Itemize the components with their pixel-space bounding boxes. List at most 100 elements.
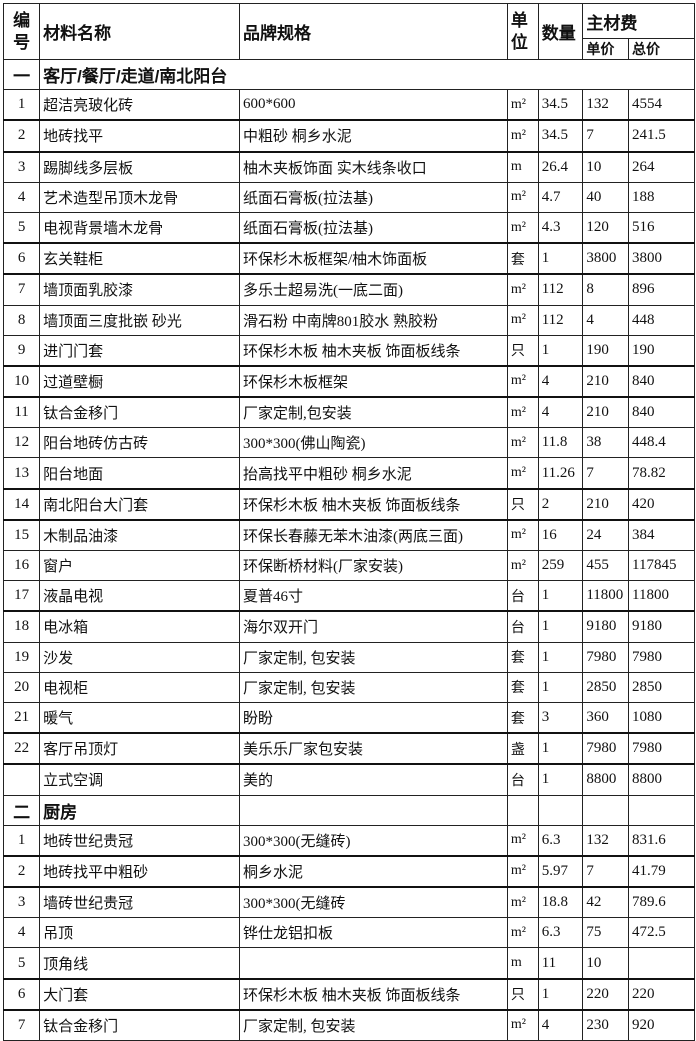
cell-unit: m² (506, 824, 539, 857)
table-row: 2 地砖找平 中粗砂 桐乡水泥 m² 34.5 7 241.5 (2, 119, 695, 153)
cell-total (628, 947, 695, 980)
cell-total: 7980 (628, 641, 695, 673)
cell-spec: 厂家定制, 包安装 (238, 671, 508, 703)
cell-no: 3 (2, 886, 41, 919)
cell-spec (238, 947, 508, 980)
table-row: 5 顶角线 m 11 10 (2, 947, 695, 980)
cell-qty: 4 (537, 364, 584, 398)
cell-no: 19 (2, 641, 41, 673)
cell-name: 客厅吊顶灯 (39, 732, 240, 765)
cell-unit: m² (506, 181, 539, 213)
cell-spec: 300*300(无缝砖) (238, 824, 508, 857)
cell-no: 18 (2, 610, 41, 643)
cell-qty: 2 (537, 487, 584, 521)
cell-spec: 环保杉木板 柚木夹板 饰面板线条 (238, 334, 508, 367)
table-row: 4 吊顶 铧仕龙铝扣板 m² 6.3 75 472.5 (2, 917, 695, 949)
materials-table: 编号 材料名称 品牌规格 单位 数量 主材费 单价 总价 一客厅/餐厅/走道/南… (2, 3, 695, 1041)
cell-qty: 6.3 (537, 917, 584, 949)
cell-price: 132 (582, 824, 630, 857)
section-index: 一 (2, 58, 41, 91)
cell-no: 9 (2, 334, 41, 367)
table-row: 7 钛合金移门 厂家定制, 包安装 m² 4 230 920 (2, 1008, 695, 1041)
cell-total: 220 (628, 977, 695, 1011)
section-index: 二 (2, 794, 41, 826)
cell-name: 南北阳台大门套 (39, 487, 240, 521)
cell-qty: 112 (537, 273, 584, 306)
cell-qty: 1 (537, 334, 584, 367)
cell-price: 10 (582, 947, 630, 980)
cell-total: 448.4 (628, 427, 695, 459)
cell-price: 40 (582, 181, 630, 213)
cell-qty: 1 (537, 641, 584, 673)
cell-unit: m² (506, 304, 539, 336)
cell-total: 789.6 (628, 886, 695, 919)
section-title: 客厅/餐厅/走道/南北阳台 (39, 58, 695, 91)
section-title: 厨房 (39, 794, 240, 826)
cell-qty: 5.97 (537, 854, 584, 888)
cell-unit: 套 (506, 641, 539, 673)
cell-total: 11800 (628, 580, 695, 612)
cell-qty: 1 (537, 763, 584, 796)
cell-no: 16 (2, 549, 41, 582)
cell-unit: m (506, 947, 539, 980)
cell-spec: 滑石粉 中南牌801胶水 熟胶粉 (238, 304, 508, 336)
cell-price: 3800 (582, 242, 630, 275)
cell-price: 360 (582, 701, 630, 734)
cell-name: 木制品油漆 (39, 518, 240, 551)
cell-price: 132 (582, 89, 630, 121)
cell-spec: 厂家定制,包安装 (238, 396, 508, 429)
cell-spec: 环保长春藤无苯木油漆(两底三面) (238, 518, 508, 551)
cell-spec: 厂家定制, 包安装 (238, 641, 508, 673)
cell-no: 7 (2, 1008, 41, 1041)
table-row: 22 客厅吊顶灯 美乐乐厂家包安装盏 1 7980 7980 (2, 732, 695, 765)
cell-total: 840 (628, 364, 695, 398)
cell-qty: 1 (537, 610, 584, 643)
cell-spec: 600*600 (238, 89, 508, 121)
cell-total: 840 (628, 396, 695, 429)
cell-qty: 26.4 (537, 150, 584, 183)
empty-cell (238, 794, 508, 826)
cell-total: 188 (628, 181, 695, 213)
cell-name: 暖气 (39, 701, 240, 734)
header-qty: 数量 (537, 3, 584, 60)
cell-spec: 环保杉木板框架 (238, 364, 508, 398)
cell-total: 920 (628, 1008, 695, 1041)
cell-total: 8800 (628, 763, 695, 796)
cell-price: 11800 (582, 580, 630, 612)
section-row: 二厨房 (2, 794, 695, 826)
cell-total: 516 (628, 211, 695, 244)
cell-qty: 11.26 (537, 457, 584, 490)
cell-no: 5 (2, 947, 41, 980)
cell-name: 进门门套 (39, 334, 240, 367)
cell-no: 12 (2, 427, 41, 459)
table-row: 4 艺术造型吊顶木龙骨 纸面石膏板(拉法基) m² 4.7 40 188 (2, 181, 695, 213)
cell-name: 过道壁橱 (39, 364, 240, 398)
cell-spec: 300*300(佛山陶瓷) (238, 427, 508, 459)
cell-price: 8 (582, 273, 630, 306)
cell-name: 踢脚线多层板 (39, 150, 240, 183)
cell-spec: 桐乡水泥 (238, 854, 508, 888)
cell-total: 4554 (628, 89, 695, 121)
cell-spec: 盼盼 (238, 701, 508, 734)
cell-qty: 1 (537, 580, 584, 612)
cell-name: 电冰箱 (39, 610, 240, 643)
cell-spec: 300*300(无缝砖 (238, 886, 508, 919)
cell-unit: m (506, 150, 539, 183)
cell-price: 7 (582, 457, 630, 490)
cell-no: 8 (2, 304, 41, 336)
cell-no: 6 (2, 242, 41, 275)
cell-total: 2850 (628, 671, 695, 703)
cell-qty: 4 (537, 396, 584, 429)
cell-total: 448 (628, 304, 695, 336)
cell-name: 阳台地面 (39, 457, 240, 490)
cell-no: 2 (2, 119, 41, 153)
cell-unit: m² (506, 854, 539, 888)
cell-no: 17 (2, 580, 41, 612)
cell-unit: m² (506, 427, 539, 459)
table-row: 6 玄关鞋柜 环保杉木板框架/柚木饰面板套 1 3800 3800 (2, 242, 695, 275)
cell-price: 220 (582, 977, 630, 1011)
empty-cell (506, 794, 539, 826)
cell-price: 9180 (582, 610, 630, 643)
cell-price: 190 (582, 334, 630, 367)
cell-unit: 套 (506, 671, 539, 703)
